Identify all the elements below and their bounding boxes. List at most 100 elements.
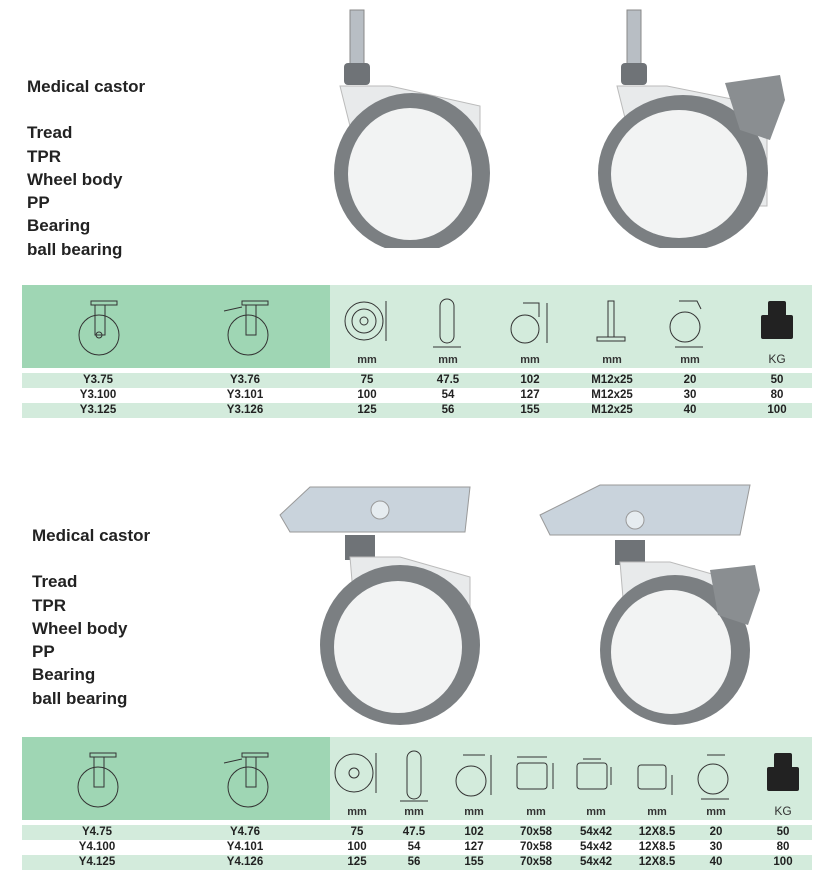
spec-label: Bearing — [27, 216, 91, 236]
table-cell: 125 — [347, 856, 367, 868]
model-number: Y3.75 — [82, 374, 114, 386]
table-cell: 30 — [683, 389, 697, 401]
table-header: mm mm mm mm mm KG — [22, 285, 812, 368]
castor-stem-photo — [334, 9, 490, 248]
table-cell: 75 — [350, 826, 364, 838]
table-cell: 30 — [709, 841, 723, 853]
wheel-diameter-icon — [332, 737, 382, 820]
table-cell: 75 — [360, 374, 374, 386]
unit-label: mm — [438, 354, 458, 366]
brake-plate-castor-icon — [215, 737, 275, 820]
unit-label: mm — [464, 806, 484, 818]
table-row: Y4.125 Y4.126 125 56 155 70x58 54x42 12X8.5 40 10… — [22, 855, 812, 870]
model-number: Y3.125 — [79, 404, 117, 416]
unit-label: KG — [768, 352, 786, 366]
load-weight-icon — [758, 737, 808, 820]
plate-size-icon — [511, 737, 561, 820]
model-number: Y4.100 — [78, 841, 116, 853]
unit-label: KG — [774, 804, 792, 818]
table-cell: 40 — [709, 856, 723, 868]
table-cell: 70x58 — [520, 826, 552, 838]
spec-label: Bearing — [32, 665, 96, 685]
spec-label: Wheel body — [27, 169, 123, 189]
model-number: Y3.76 — [229, 374, 261, 386]
swivel-offset-icon — [660, 285, 720, 368]
table-row: Y3.125 Y3.126 125 56 155 M12x25 40 100 — [22, 403, 812, 418]
table-cell: 12X8.5 — [638, 841, 676, 853]
unit-label: mm — [357, 354, 377, 366]
table-cell: 155 — [520, 404, 540, 416]
table-cell: 80 — [770, 389, 784, 401]
table-cell: 12X8.5 — [638, 856, 676, 868]
wheel-width-icon — [418, 285, 478, 368]
table-row: Y4.100 Y4.101 100 54 127 70x58 54x42 12X8.5 30 80 — [22, 840, 812, 855]
table-cell: M12x25 — [591, 404, 633, 416]
model-number: Y3.100 — [79, 389, 117, 401]
table-cell: 47.5 — [436, 374, 460, 386]
table-cell: 80 — [776, 841, 790, 853]
table-cell: 50 — [776, 826, 790, 838]
unit-label: mm — [526, 806, 546, 818]
table-cell: 54x42 — [580, 826, 612, 838]
table-cell: 125 — [357, 404, 377, 416]
table-row: Y3.100 Y3.101 100 54 127 M12x25 30 80 — [22, 388, 812, 403]
overall-height-icon — [500, 285, 560, 368]
spec-table-2: mm mm mm mm mm mm mm KG Y4.75 Y4.76 75 47.5… — [22, 737, 812, 870]
wheel-diameter-icon — [337, 285, 397, 368]
table-cell: 100 — [773, 856, 793, 868]
product-title: Medical castor — [32, 526, 151, 545]
table-cell: 100 — [767, 404, 787, 416]
table-cell: 47.5 — [402, 826, 426, 838]
table-cell: 100 — [347, 841, 367, 853]
table-cell: 54x42 — [580, 841, 612, 853]
table-cell: 155 — [464, 856, 484, 868]
table-cell: 70x58 — [520, 841, 552, 853]
spec-value: ball bearing — [32, 688, 128, 708]
table-cell: 54 — [407, 841, 421, 853]
table-cell: 20 — [683, 374, 697, 386]
unit-label: mm — [647, 806, 667, 818]
model-number: Y4.125 — [78, 856, 116, 868]
product-title: Medical castor — [27, 77, 146, 96]
overall-height-icon — [449, 737, 499, 820]
table-cell: 40 — [683, 404, 697, 416]
table-cell: 56 — [407, 856, 421, 868]
table-header: mm mm mm mm mm mm mm KG — [22, 737, 812, 820]
spec-table-1: mm mm mm mm mm KG Y3.75 Y3.76 75 47.5 102 M12… — [22, 285, 812, 418]
stem-size-icon — [582, 285, 642, 368]
brake-castor-icon — [215, 285, 275, 368]
bolt-spacing-icon — [571, 737, 621, 820]
table-cell: 102 — [464, 826, 484, 838]
table-cell: 12X8.5 — [638, 826, 676, 838]
table-cell: 20 — [709, 826, 723, 838]
spec-value: TPR — [32, 595, 66, 615]
spec-list-2: Medical castor Tread TPR Wheel body PP B… — [32, 524, 150, 710]
table-cell: M12x25 — [591, 374, 633, 386]
spec-list-1: Medical castor Tread TPR Wheel body PP B… — [27, 75, 145, 261]
table-cell: M12x25 — [591, 389, 633, 401]
table-row: Y4.75 Y4.76 75 47.5 102 70x58 54x42 12X8.5 20 50 — [22, 825, 812, 840]
table-cell: 50 — [770, 374, 784, 386]
table-cell: 100 — [357, 389, 377, 401]
spec-value: PP — [32, 642, 55, 662]
unit-label: mm — [347, 806, 367, 818]
table-cell: 70x58 — [520, 856, 552, 868]
model-number: Y4.101 — [226, 841, 264, 853]
unit-label: mm — [706, 806, 726, 818]
unit-label: mm — [404, 806, 424, 818]
spec-value: PP — [27, 193, 50, 213]
spec-label: Wheel body — [32, 618, 128, 638]
load-weight-icon — [747, 285, 807, 368]
unit-label: mm — [680, 354, 700, 366]
castor-stem-brake-photo — [598, 9, 785, 248]
swivel-offset-icon — [691, 737, 741, 820]
table-cell: 127 — [464, 841, 484, 853]
bolt-hole-icon — [632, 737, 682, 820]
table-cell: 127 — [520, 389, 540, 401]
unit-label: mm — [520, 354, 540, 366]
model-number: Y3.126 — [226, 404, 264, 416]
castor-plate-brake-photo — [539, 484, 760, 725]
model-number: Y4.76 — [229, 826, 261, 838]
spec-value: ball bearing — [27, 239, 123, 259]
castor-plate-photo — [279, 486, 480, 725]
